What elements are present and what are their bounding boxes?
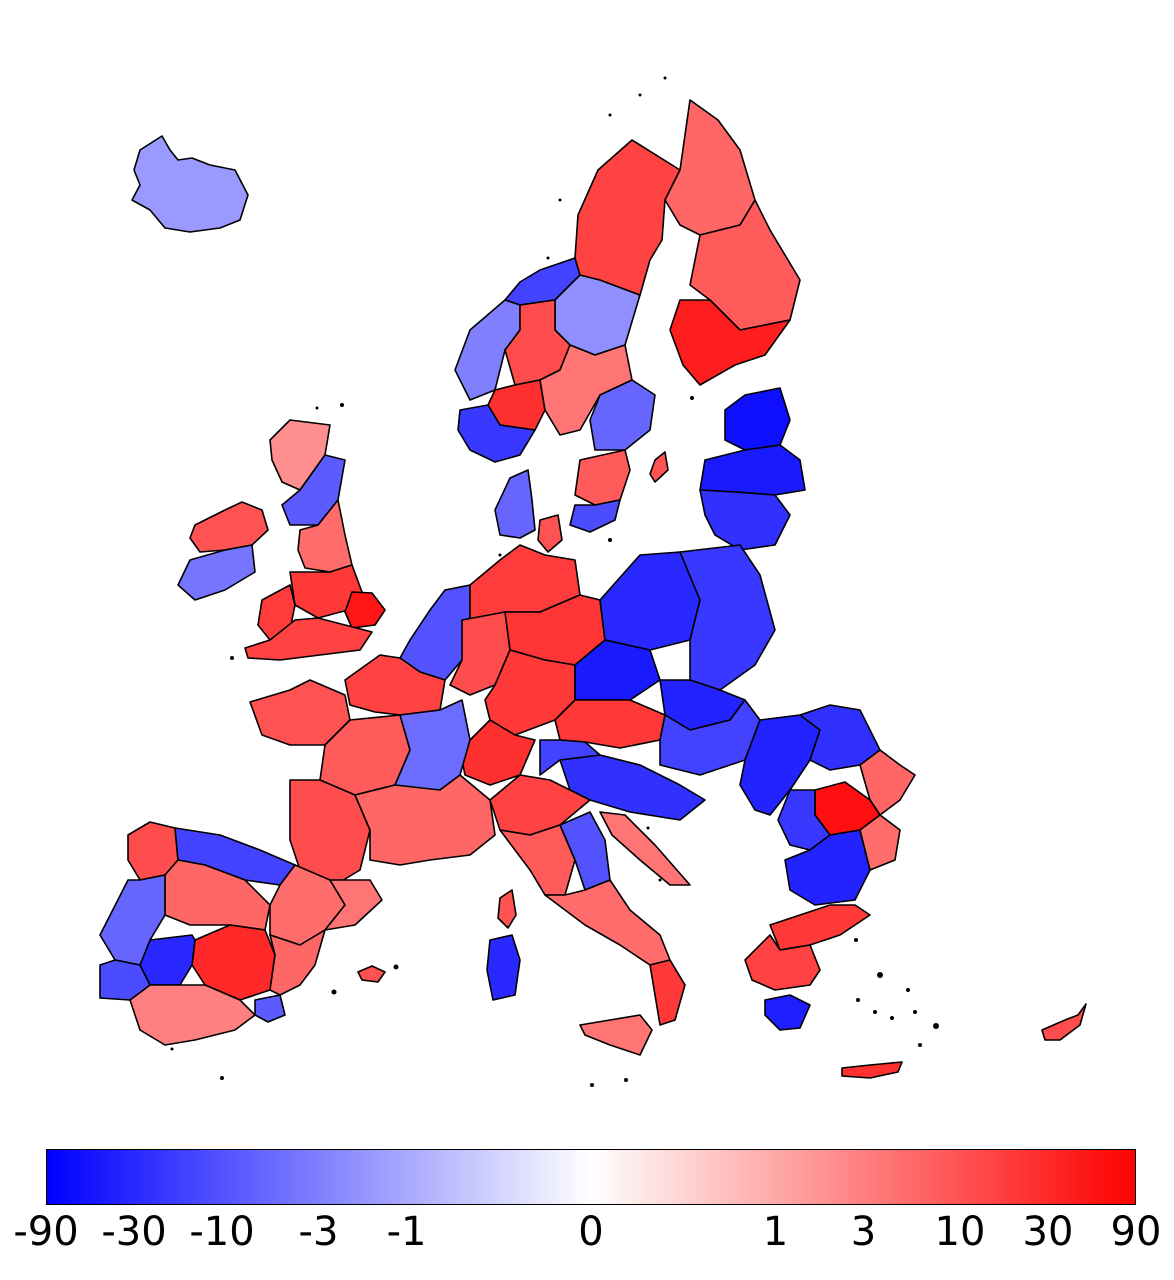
colorbar-tick-label: 1 [762,1209,789,1255]
colorbar-tick-label: -10 [189,1209,255,1255]
region-corsica [497,889,517,929]
region-cyprus [1041,1003,1087,1041]
colorbar-tick-label: -30 [101,1209,167,1255]
region-greece-central [744,934,821,991]
choropleth-map [99,76,1087,1087]
region-greece-north [769,904,871,951]
region-sweden-north [574,139,681,296]
colorbar-tick-label: 10 [934,1209,986,1255]
colorbar-tick-label: -90 [13,1209,79,1255]
region-sweden-south [574,449,631,506]
region-ireland-south [177,544,256,601]
region-italy-south [544,879,671,966]
region-crete [841,1061,903,1079]
region-spain-catalonia [324,879,383,931]
region-iceland [131,135,249,233]
region-sweden-skane [569,499,621,533]
region-italy-north [489,774,591,836]
region-italy-centre [499,824,576,896]
region-france-south [354,774,496,866]
region-england-east [344,591,386,629]
region-croatia-coast [599,811,691,886]
small-islands [170,76,939,1087]
region-denmark-jutland [494,469,536,539]
region-balearics [357,965,386,983]
region-switzerland [459,719,536,786]
colorbar-tick-label: 30 [1022,1209,1074,1255]
region-finland-south [669,299,791,386]
region-sweden-east [589,379,656,451]
region-greece-peloponnese [764,994,811,1031]
region-scotland-south [281,454,346,526]
region-spain-murcia [254,994,286,1023]
region-latvia [699,444,806,496]
colorbar-tick-label: -1 [386,1209,427,1255]
region-italy-northeast [539,739,601,776]
colorbar [46,1149,1136,1205]
region-england-south [244,617,373,661]
colorbar-tick-label: 90 [1110,1209,1162,1255]
region-poland-east [679,544,776,691]
region-poland-west [599,551,701,651]
colorbar-tick-label: -3 [298,1209,339,1255]
region-lithuania [699,489,791,551]
region-france-north [344,654,446,716]
colorbar-tick-label: 0 [578,1209,604,1255]
region-bulgaria-east [859,814,901,871]
region-finland-east [689,199,801,331]
region-norway-south [457,404,536,463]
region-sardinia [486,934,521,1001]
region-romania-west [739,714,821,816]
region-spain-valencia [269,929,326,996]
colorbar-tick-label: 3 [850,1209,877,1255]
region-estonia [724,387,791,451]
region-calabria [649,959,686,1026]
region-spain-andalusia [129,984,256,1046]
region-france-southwest [289,779,371,886]
region-denmark-zealand [537,514,563,553]
region-sicily [579,1014,653,1056]
region-gotland [649,451,669,483]
region-finland-north [664,99,756,236]
colorbar-ticks: -90 -30 -10 -3 -1 0 1 3 10 30 90 [0,1212,1174,1272]
region-ireland-north [189,501,269,553]
region-portugal-south [99,959,151,1001]
region-sweden-middle [539,344,633,436]
